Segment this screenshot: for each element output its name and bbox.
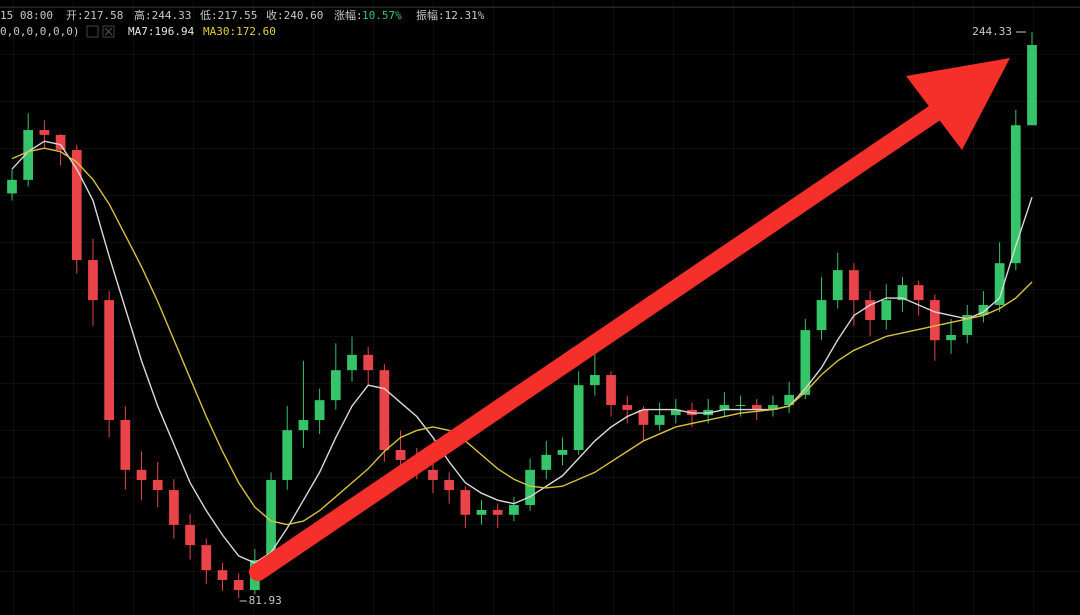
candle-body: [784, 394, 794, 406]
candle-body: [849, 270, 859, 301]
candle-body: [525, 469, 535, 506]
candle-body: [71, 149, 82, 261]
candle-body: [395, 449, 406, 461]
header-change: 10.57%: [362, 9, 402, 22]
candle-body: [816, 300, 827, 331]
candle-body: [509, 505, 519, 515]
candle-body: [23, 130, 34, 180]
candle-body: [492, 509, 503, 515]
arrow-head: [906, 58, 1010, 150]
candle-body: [169, 490, 179, 525]
candle-body: [590, 375, 600, 386]
close-icon-x: [104, 27, 113, 36]
candle-body: [7, 179, 17, 194]
candle-body: [233, 579, 244, 591]
header-open: 开:217.58: [66, 9, 123, 22]
candle-body: [735, 405, 746, 407]
min-label: 81.93: [249, 594, 282, 607]
candle-body: [541, 454, 552, 470]
candle-body: [298, 420, 309, 431]
header-ma7: MA7:196.94: [128, 25, 195, 38]
candle-body: [136, 469, 147, 480]
trend-arrow: [249, 58, 1010, 581]
candle-body: [217, 570, 228, 580]
candle-body: [606, 375, 616, 406]
candle-body: [1027, 44, 1037, 126]
candle-body: [719, 405, 730, 410]
header-amplitude: 振幅:12.31%: [416, 8, 485, 22]
close-icon[interactable]: [102, 25, 115, 38]
candle-body: [897, 285, 908, 301]
candle-body: [800, 330, 811, 395]
candle-body: [88, 260, 98, 301]
candle-body: [185, 524, 195, 546]
candle-body: [363, 354, 374, 371]
candle-body: [573, 385, 584, 450]
header-change-label: 涨幅:: [334, 9, 363, 22]
candle-body: [379, 370, 390, 450]
candle-body: [476, 509, 487, 515]
header-params: 0,0,0,0,0,0): [0, 25, 79, 38]
candle-body: [428, 469, 438, 480]
candle-body: [152, 479, 163, 491]
candle-body: [266, 479, 276, 561]
candle-body: [978, 304, 989, 316]
max-label: 244.33: [972, 25, 1012, 38]
candle-body: [622, 405, 633, 410]
candle-body: [444, 479, 454, 491]
candle-body: [670, 409, 681, 416]
candle-body: [55, 134, 66, 150]
ma-line: [11, 147, 1033, 526]
candle-body: [751, 405, 762, 410]
candle-body: [120, 420, 131, 470]
candle-body: [347, 354, 357, 371]
candle-body: [638, 409, 649, 425]
candle-body: [930, 300, 940, 341]
candle-body: [865, 300, 875, 320]
ma-line: [11, 140, 1033, 564]
arrow-shaft: [249, 97, 954, 581]
header: 15 08:00 开:217.58 高:244.33 低:217.55 收:24…: [0, 8, 485, 38]
candle-body: [104, 300, 114, 421]
candle-body: [460, 490, 471, 515]
candle-body: [994, 263, 1005, 305]
candle-body: [314, 400, 325, 421]
candle-body: [881, 300, 892, 320]
header-ma30: MA30:172.60: [203, 25, 276, 38]
candle-body: [1010, 125, 1021, 264]
header-close: 收:240.60: [266, 8, 323, 22]
candle-body: [913, 285, 924, 301]
candle-body: [768, 405, 778, 410]
settings-icon[interactable]: [86, 25, 99, 38]
candle-body: [946, 334, 956, 341]
candle-body: [330, 370, 341, 401]
candle-body: [832, 270, 843, 301]
candle-body: [201, 545, 212, 571]
header-time: 15 08:00: [0, 9, 53, 22]
header-low: 低:217.55: [200, 9, 257, 22]
candle-body: [39, 130, 50, 135]
candle-body: [282, 430, 293, 480]
header-high: 高:244.33: [134, 8, 191, 22]
candle-body: [962, 315, 973, 335]
candle-body: [654, 415, 665, 425]
candle-body: [557, 449, 568, 455]
